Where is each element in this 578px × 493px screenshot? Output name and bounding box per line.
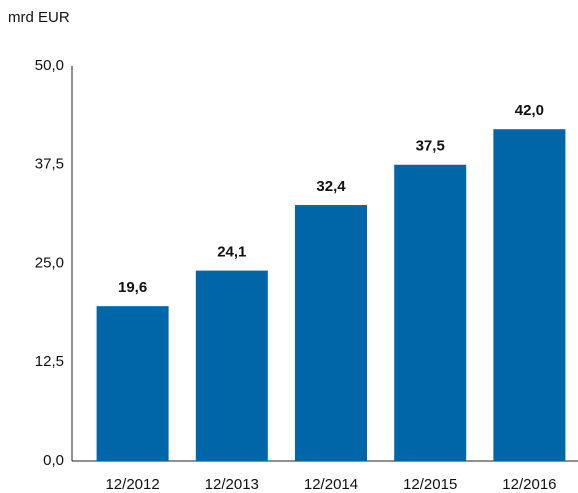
x-tick-label: 12/2013: [205, 476, 259, 493]
y-tick-label: 37,5: [35, 156, 64, 173]
bar: [96, 306, 169, 461]
bar: [195, 270, 268, 461]
value-label: 19,6: [118, 279, 147, 296]
x-tick-label: 12/2015: [403, 476, 457, 493]
y-axis-label: mrd EUR: [8, 9, 70, 26]
value-label: 32,4: [316, 178, 346, 195]
x-tick-label: 12/2014: [304, 476, 358, 493]
bar: [493, 129, 566, 461]
x-tick-label: 12/2016: [502, 476, 556, 493]
y-tick-label: 50,0: [35, 57, 64, 74]
y-tick-label: 0,0: [43, 452, 64, 469]
value-label: 24,1: [217, 244, 246, 261]
y-tick-label: 12,5: [35, 353, 64, 370]
bar: [394, 164, 467, 461]
value-label: 37,5: [416, 138, 445, 155]
bar: [295, 205, 367, 461]
x-tick-label: 12/2012: [105, 476, 159, 493]
y-tick-label: 25,0: [35, 254, 64, 271]
value-label: 42,0: [515, 102, 544, 119]
